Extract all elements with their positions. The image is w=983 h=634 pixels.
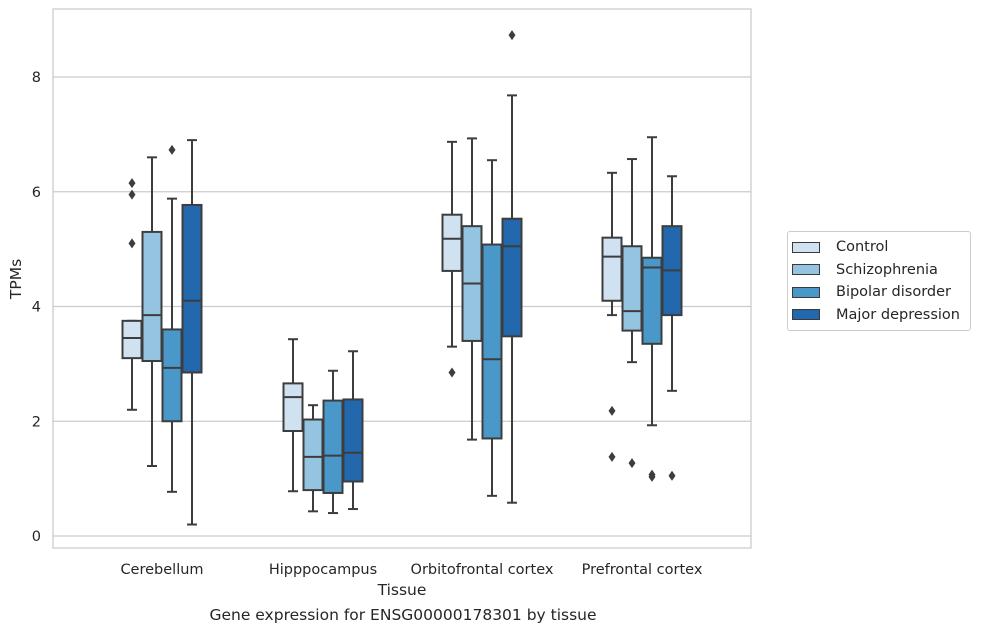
- outlier-point: [128, 189, 136, 200]
- box-3-2: [641, 136, 663, 482]
- x-axis-label: Tissue: [377, 581, 427, 599]
- outlier-point: [608, 405, 616, 416]
- box-0-3: [181, 139, 203, 526]
- legend-label: Schizophrenia: [836, 261, 938, 278]
- legend-item: Bipolar disorder: [788, 281, 970, 304]
- y-tick-label: 4: [32, 300, 41, 316]
- outlier-point: [128, 238, 136, 249]
- box-2-2: [481, 159, 503, 497]
- box-iqr: [621, 245, 643, 332]
- box-iqr: [181, 203, 203, 374]
- box-iqr: [121, 319, 143, 360]
- x-tick-label: Hipppocampus: [269, 562, 377, 578]
- y-tick-label: 0: [32, 529, 41, 545]
- box-iqr: [501, 217, 523, 338]
- tick-labels: 0 2 4 6 8 Cerebellum Hipppocampus Orbitofrontal…: [32, 70, 703, 578]
- y-tick-label: 2: [32, 414, 41, 430]
- legend-swatch: [792, 264, 820, 276]
- legend-label: Major depression: [836, 306, 960, 323]
- outlier-point: [168, 144, 176, 155]
- y-tick-label: 6: [32, 185, 41, 201]
- x-tick-label: Prefrontal cortex: [582, 562, 703, 578]
- legend-swatch: [792, 241, 820, 253]
- outlier-point: [508, 30, 516, 41]
- outlier-point: [648, 469, 656, 480]
- box-iqr: [601, 236, 623, 302]
- y-axis-label: TPMs: [7, 259, 25, 300]
- box-0-1: [141, 156, 163, 468]
- chart-caption: Gene expression for ENSG00000178301 by t…: [209, 606, 597, 624]
- outlier-point: [128, 178, 136, 189]
- box-iqr: [322, 399, 344, 494]
- box-3-3: [661, 175, 683, 481]
- box-0-0: [121, 178, 143, 411]
- legend-swatch: [792, 309, 820, 321]
- legend-item: Schizophrenia: [788, 259, 970, 282]
- box-2-3: [501, 30, 523, 504]
- box-iqr: [161, 328, 183, 423]
- outlier-point: [668, 470, 676, 481]
- box-2-1: [461, 137, 483, 441]
- outlier-point: [448, 367, 456, 378]
- legend: Control Schizophrenia Bipolar disorder Majo…: [787, 231, 971, 331]
- x-tick-label: Cerebellum: [120, 562, 203, 578]
- box-iqr: [641, 256, 663, 345]
- box-iqr: [481, 243, 503, 440]
- box-3-1: [621, 158, 643, 469]
- box-iqr: [282, 382, 304, 433]
- box-1-2: [322, 369, 344, 515]
- legend-label: Control: [836, 239, 889, 256]
- y-tick-label: 8: [32, 70, 41, 86]
- box-0-2: [161, 144, 183, 493]
- legend-swatch: [792, 286, 820, 298]
- box-1-3: [342, 350, 364, 511]
- box-iqr: [441, 213, 463, 272]
- box-1-0: [282, 338, 304, 493]
- legend-item: Major depression: [788, 304, 970, 327]
- box-iqr: [342, 398, 364, 483]
- box-1-1: [302, 404, 324, 513]
- x-tick-label: Orbitofrontal cortex: [411, 562, 554, 578]
- plot-frame: [52, 8, 752, 549]
- legend-item: Control: [788, 236, 970, 259]
- outlier-point: [628, 458, 636, 469]
- legend-label: Bipolar disorder: [836, 284, 951, 301]
- box-3-0: [601, 171, 623, 462]
- box-iqr: [141, 230, 163, 363]
- box-iqr: [302, 418, 324, 492]
- box-2-0: [441, 140, 463, 378]
- outlier-point: [608, 451, 616, 462]
- box-groups: [121, 30, 683, 526]
